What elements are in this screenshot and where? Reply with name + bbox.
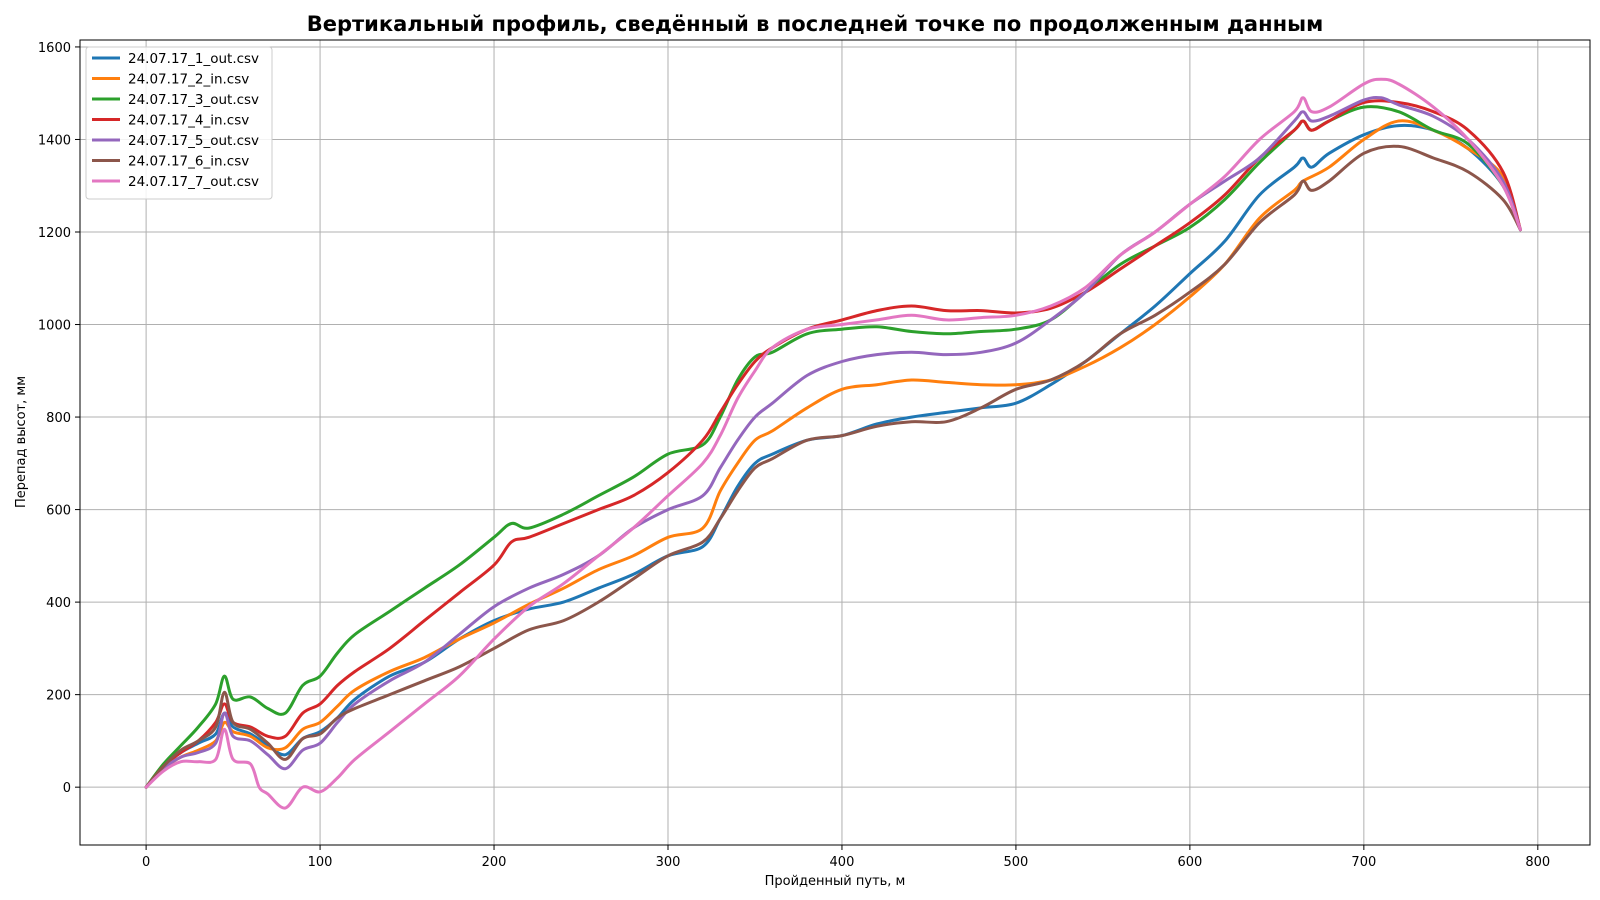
series-line [144, 105, 1522, 789]
legend-entry-label: 24.07.17_4_in.csv [128, 113, 249, 129]
legend: 24.07.17_1_out.csv 24.07.17_2_in.csv 24.07… [85, 46, 273, 200]
y-tick-label: 1000 [38, 319, 71, 334]
x-tick-label: 200 [482, 855, 507, 870]
legend-entry-label: 24.07.17_2_in.csv [128, 72, 249, 88]
x-axis-ticks: 0 100 200 300 400 500 600 700 800 [142, 845, 1550, 870]
y-tick-label: 600 [46, 504, 71, 519]
grid [80, 40, 1590, 845]
series-line [144, 123, 1522, 789]
x-tick-label: 300 [656, 855, 681, 870]
plot-frame [79, 39, 1591, 846]
series-line [144, 99, 1522, 789]
legend-box [85, 46, 273, 200]
y-axis-ticks: 0 200 400 600 800 1000 1200 1400 1600 [38, 41, 80, 796]
series-layer [144, 77, 1522, 810]
y-tick-label: 1200 [38, 226, 71, 241]
chart-title: Вертикальный профиль, сведённый в послед… [307, 12, 1324, 36]
y-axis-label: Перепад высот, мм [14, 376, 29, 508]
legend-entry-label: 24.07.17_1_out.csv [128, 51, 259, 67]
x-axis-label: Пройденный путь, м [765, 874, 906, 889]
x-tick-label: 100 [308, 855, 333, 870]
legend-entry-label: 24.07.17_5_out.csv [128, 133, 259, 149]
series-line [144, 95, 1522, 789]
y-tick-label: 800 [46, 411, 71, 426]
y-tick-label: 1600 [38, 41, 71, 56]
legend-entry-label: 24.07.17_3_out.csv [128, 92, 259, 108]
y-tick-label: 0 [63, 781, 71, 796]
y-tick-label: 200 [46, 689, 71, 704]
x-tick-label: 800 [1525, 855, 1550, 870]
x-tick-label: 700 [1351, 855, 1376, 870]
y-tick-label: 400 [46, 596, 71, 611]
series-line [144, 119, 1522, 789]
legend-entry-label: 24.07.17_7_out.csv [128, 174, 259, 190]
legend-entry-label: 24.07.17_6_in.csv [128, 154, 249, 170]
x-tick-label: 500 [1004, 855, 1029, 870]
x-tick-label: 400 [830, 855, 855, 870]
x-tick-label: 0 [142, 855, 150, 870]
series-line [144, 144, 1522, 789]
series-line [144, 77, 1522, 810]
x-tick-label: 600 [1177, 855, 1202, 870]
y-tick-label: 1400 [38, 133, 71, 148]
